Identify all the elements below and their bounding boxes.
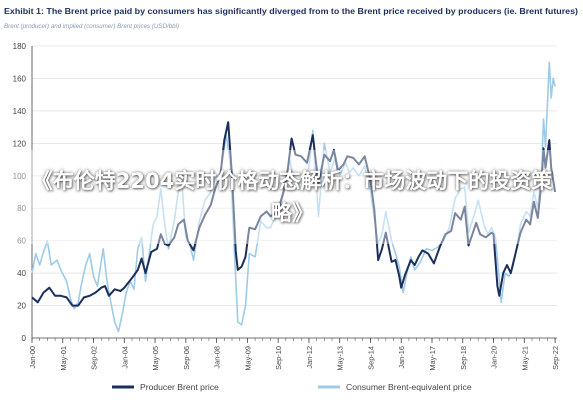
x-tick-label: Sep-14 (366, 346, 375, 370)
chart-title: Exhibit 1: The Brent price paid by consu… (4, 7, 578, 16)
x-tick-label: Jan-08 (213, 346, 222, 369)
x-tick-label: Jan-20 (490, 346, 499, 369)
y-tick-label: 80 (17, 204, 26, 213)
y-tick-label: 20 (17, 302, 26, 311)
y-tick-label: 40 (17, 269, 26, 278)
y-tick-label: 0 (22, 334, 27, 343)
y-tick-label: 180 (13, 42, 27, 51)
x-tick-label: Sep-22 (551, 346, 560, 370)
x-tick-label: Jan-12 (305, 346, 314, 369)
series-line-producer-brent-price (31, 121, 557, 307)
headline-text: 《布伦特2204实时价格动态解析：市场波动下的投资策略》 (31, 169, 553, 225)
x-tick-label: Sep-02 (90, 346, 99, 370)
y-tick-label: 140 (13, 107, 27, 116)
x-tick-label: Sep-06 (182, 346, 191, 370)
x-tick-label: Sep-18 (459, 346, 468, 370)
x-tick-label: May-21 (520, 346, 529, 371)
y-tick-label: 120 (13, 139, 27, 148)
headline-banner (0, 150, 583, 244)
x-tick-label: Jan-16 (397, 346, 406, 369)
x-tick-label: Jan-00 (28, 346, 37, 369)
x-tick-label: Sep-10 (274, 346, 283, 370)
series-line-consumer-brent-equivalent-price (31, 61, 556, 333)
legend-label: Producer Brent price (140, 382, 219, 392)
legend-label: Consumer Brent-equivalent price (346, 382, 472, 392)
chart-subtitle: Brent (producer) and implied (consumer) … (4, 23, 179, 30)
x-tick-label: May-13 (336, 346, 345, 371)
x-tick-label: May-09 (243, 346, 252, 371)
x-tick-label: May-05 (151, 346, 160, 371)
x-tick-label: May-01 (59, 346, 68, 371)
y-tick-label: 160 (13, 74, 27, 83)
x-tick-label: Jan-04 (120, 346, 129, 369)
y-tick-label: 100 (13, 172, 27, 181)
x-tick-label: May-17 (428, 346, 437, 371)
y-tick-label: 60 (17, 237, 26, 246)
